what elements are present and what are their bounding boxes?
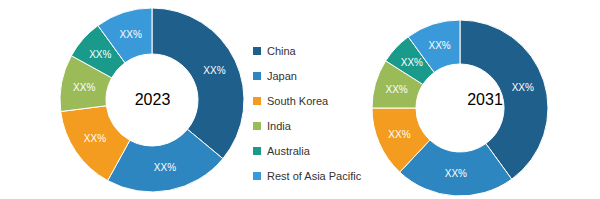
- svg-text:XX%: XX%: [386, 84, 408, 95]
- svg-text:XX%: XX%: [154, 162, 176, 173]
- svg-text:XX%: XX%: [388, 129, 410, 140]
- html-text:Japan: Japan: [267, 69, 297, 82]
- html-text:South Korea: South Korea: [267, 94, 329, 107]
- html-text:India: India: [267, 119, 291, 132]
- svg-text:2023: 2023: [135, 91, 171, 108]
- svg-text:XX%: XX%: [203, 65, 225, 76]
- svg-text:XX%: XX%: [401, 57, 423, 68]
- html-text:China: China: [267, 44, 296, 57]
- svg-text:XX%: XX%: [73, 82, 95, 93]
- html-text:Rest of Asia Pacific: Rest of Asia Pacific: [267, 169, 362, 182]
- svg-text:XX%: XX%: [120, 29, 142, 40]
- svg-text:XX%: XX%: [84, 133, 106, 144]
- svg-text:XX%: XX%: [428, 40, 450, 51]
- html-text:Australia: Australia: [267, 144, 310, 157]
- svg-text:2031: 2031: [467, 91, 503, 108]
- svg-text:XX%: XX%: [89, 49, 111, 60]
- svg-text:XX%: XX%: [512, 82, 534, 93]
- svg-text:XX%: XX%: [445, 168, 467, 179]
